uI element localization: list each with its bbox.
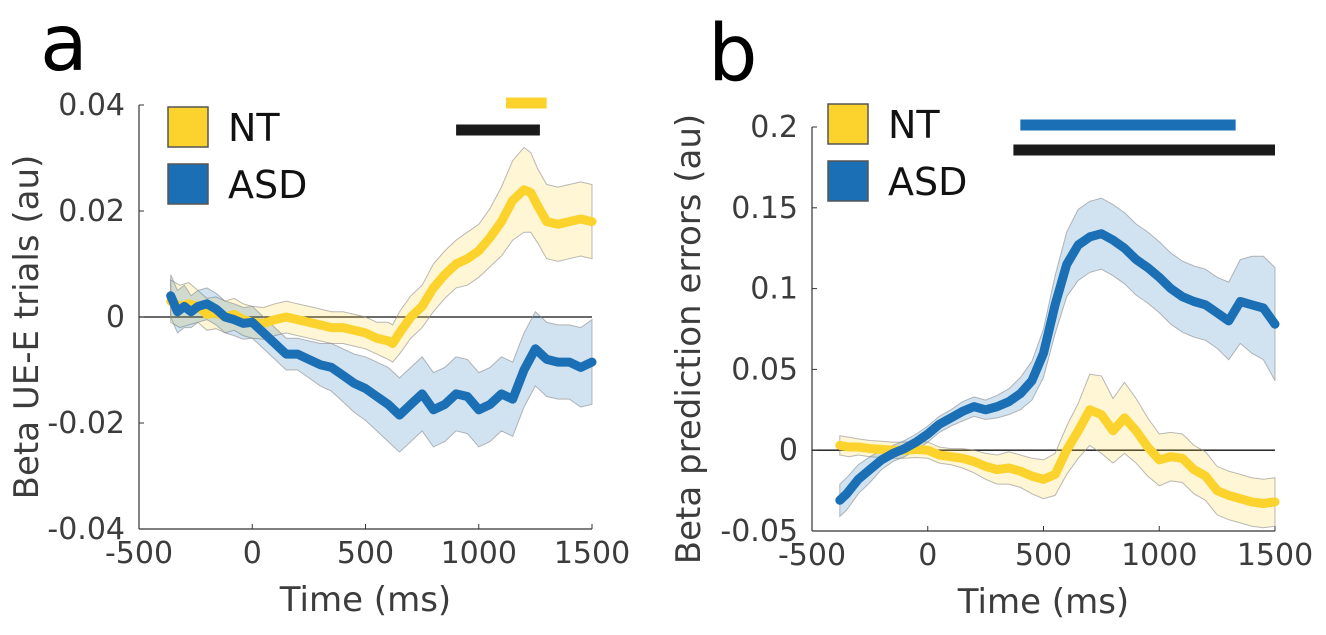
- x-tick-label: 1000: [1121, 538, 1197, 573]
- x-tick-label: -500: [778, 538, 846, 573]
- y-tick-label: 0.15: [731, 191, 798, 226]
- y-tick-label: 0.04: [58, 88, 125, 123]
- legend-label-nt: NT: [888, 103, 940, 147]
- y-tick-label: -0.02: [47, 406, 125, 441]
- x-axis-title: Time (ms): [279, 580, 451, 620]
- x-tick-label: 500: [1015, 538, 1072, 573]
- confidence-band-nt: [170, 146, 593, 363]
- x-tick-label: 1500: [1237, 538, 1313, 573]
- panel-label-b: b: [708, 9, 758, 99]
- series-line-asd: [166, 291, 597, 420]
- y-tick-label: 0.2: [750, 110, 798, 145]
- y-tick-label: -0.04: [47, 512, 125, 547]
- confidence-band-nt: [839, 373, 1276, 529]
- x-tick-label: 1500: [554, 536, 630, 571]
- x-tick-label: 500: [337, 536, 394, 571]
- legend-label-asd: ASD: [888, 160, 967, 204]
- legend-swatch-asd: [827, 160, 869, 202]
- y-tick-label: -0.05: [720, 514, 798, 549]
- legend-swatch-asd: [167, 163, 209, 205]
- legend-swatch-nt: [167, 106, 209, 148]
- y-axis-title: Beta UE-E trials (au): [7, 155, 47, 500]
- y-axis-title: Beta prediction errors (au): [669, 114, 709, 564]
- x-tick-label: 1000: [441, 536, 517, 571]
- y-tick-label: 0.1: [750, 272, 798, 307]
- legend-label-asd: ASD: [228, 163, 307, 207]
- y-tick-label: 0: [106, 300, 125, 335]
- legend-label-nt: NT: [228, 106, 280, 150]
- legend-swatch-nt: [827, 103, 869, 145]
- y-tick-label: 0.02: [58, 194, 125, 229]
- x-tick-label: 0: [243, 536, 262, 571]
- panel-b: b -500 0 500 1000 1500 -0.05 0 0.05 0.1 0.15 0.2 Tim…: [669, 9, 1313, 622]
- x-axis-title: Time (ms): [957, 582, 1129, 622]
- series-line-asd: [835, 229, 1280, 505]
- x-tick-label: 0: [918, 538, 937, 573]
- y-tick-label: 0.05: [731, 352, 798, 387]
- panel-a: a -500 0 500 1000 1500 -0.04 -0.02 0 0.02 0.04 Time…: [7, 0, 630, 620]
- y-tick-label: 0: [779, 433, 798, 468]
- x-tick-label: -500: [105, 536, 173, 571]
- confidence-band-asd: [839, 197, 1276, 518]
- panel-label-a: a: [40, 0, 88, 89]
